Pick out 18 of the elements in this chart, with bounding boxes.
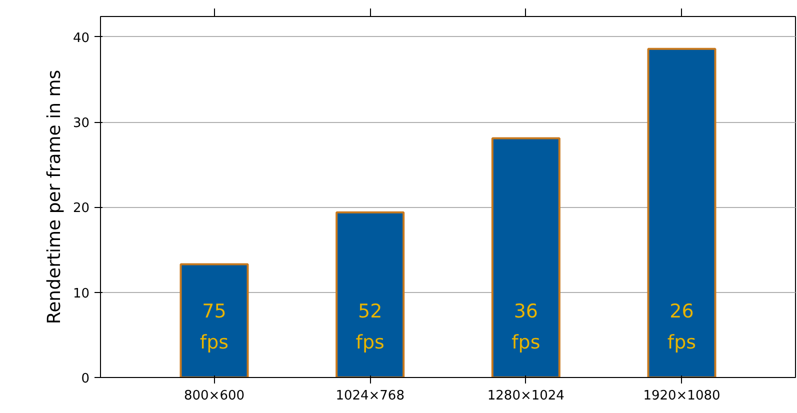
bar xyxy=(336,211,405,378)
x-tick-label: 800×600 xyxy=(184,388,245,404)
annotation: 75 fps xyxy=(200,300,229,354)
y-tick-label: 40 xyxy=(72,30,90,46)
x-tick-label: 1280×1024 xyxy=(487,388,564,404)
y-tick-label: 20 xyxy=(72,201,90,216)
y-tick-label: 30 xyxy=(72,116,90,132)
bar xyxy=(180,263,249,378)
annotation: 36 fps xyxy=(512,300,540,354)
annotation: 52 fps xyxy=(356,300,384,354)
bar xyxy=(491,137,560,378)
y-tick-label: 0 xyxy=(81,372,90,386)
x-tick-label: 1024×768 xyxy=(336,388,404,404)
x-tick-label: 1920×1080 xyxy=(643,388,720,404)
bar xyxy=(647,48,716,378)
y-axis-title: Rendertime per frame in ms xyxy=(44,70,65,324)
y-tick-label: 10 xyxy=(72,286,90,302)
annotation: 26 fps xyxy=(667,300,696,354)
